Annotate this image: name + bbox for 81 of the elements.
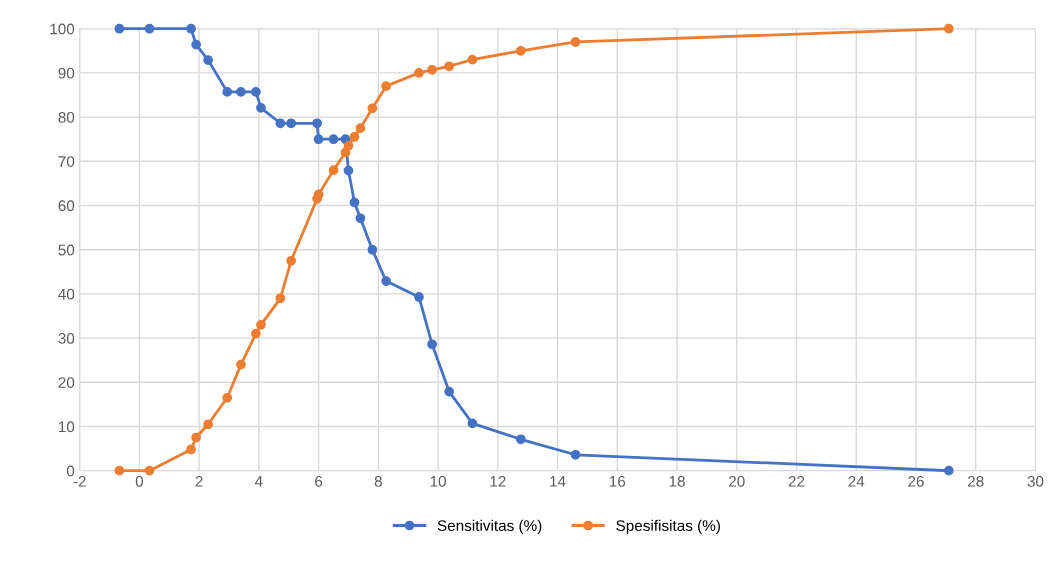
x-tick-label: 16 <box>609 475 626 487</box>
point <box>286 118 296 129</box>
x-tick-label: 20 <box>729 475 745 487</box>
point <box>236 359 246 370</box>
y-tick-label: 90 <box>58 67 75 79</box>
x-tick-label: 28 <box>967 475 984 487</box>
point <box>186 23 196 34</box>
point <box>191 39 201 50</box>
point <box>222 392 233 403</box>
point <box>414 292 424 302</box>
point <box>427 64 437 75</box>
point <box>275 118 286 129</box>
legend-label: Sensitivitas (%) <box>437 519 542 535</box>
point <box>367 103 378 114</box>
point <box>328 134 339 145</box>
point <box>943 23 954 34</box>
x-tick-label: 0 <box>135 475 144 487</box>
x-tick-label: 30 <box>1027 475 1044 487</box>
y-tick-label: 50 <box>58 244 75 256</box>
y-tick-label: 0 <box>66 465 75 477</box>
point <box>414 68 424 78</box>
x-tick-label: 14 <box>550 476 566 487</box>
point <box>275 293 286 304</box>
point <box>203 419 213 430</box>
point <box>191 432 201 443</box>
point <box>570 37 581 47</box>
y-tick-label: 100 <box>50 23 75 35</box>
point <box>144 23 155 34</box>
point <box>313 189 324 200</box>
x-tick-label: 2 <box>195 475 203 487</box>
point <box>313 134 324 145</box>
point <box>256 319 266 330</box>
point <box>343 140 354 151</box>
x-tick-label: 22 <box>788 475 805 487</box>
y-tick-label: 40 <box>58 288 75 300</box>
point <box>467 54 478 65</box>
point <box>367 244 378 255</box>
x-tick-label: 8 <box>374 475 382 487</box>
point <box>343 165 354 176</box>
point <box>114 23 125 34</box>
point <box>286 255 296 266</box>
point <box>349 132 360 142</box>
point <box>444 386 454 397</box>
x-tick-label: 12 <box>490 475 506 487</box>
point <box>427 339 437 350</box>
legend-label: Spesifisitas (%) <box>616 519 720 535</box>
x-tick-label: 24 <box>848 475 865 487</box>
x-tick-label: 10 <box>430 475 446 487</box>
point <box>515 45 526 56</box>
point <box>203 55 213 65</box>
point <box>251 87 261 97</box>
point <box>144 465 155 476</box>
point <box>943 465 954 476</box>
x-tick-label: 4 <box>254 476 263 487</box>
point <box>328 165 339 175</box>
point <box>515 434 526 445</box>
point <box>381 81 391 92</box>
point <box>251 328 261 339</box>
point <box>570 449 581 460</box>
y-tick-label: 80 <box>58 111 75 123</box>
point <box>355 123 366 134</box>
point <box>349 197 360 208</box>
x-tick-label: -2 <box>73 475 86 487</box>
point <box>222 87 233 97</box>
point <box>355 213 366 224</box>
y-tick-label: 30 <box>58 332 75 344</box>
point <box>236 87 246 97</box>
point <box>444 61 454 72</box>
point <box>256 102 266 113</box>
x-tick-label: 6 <box>315 475 323 487</box>
point <box>114 465 125 476</box>
point <box>186 444 196 455</box>
y-tick-label: 60 <box>58 200 75 212</box>
y-tick-label: 70 <box>58 156 75 167</box>
x-tick-label: 26 <box>908 475 924 487</box>
point <box>467 418 478 429</box>
point <box>312 118 322 129</box>
x-tick-label: 18 <box>669 475 685 487</box>
y-tick-label: 20 <box>58 377 75 388</box>
y-tick-label: 10 <box>58 421 75 433</box>
point <box>381 276 391 286</box>
